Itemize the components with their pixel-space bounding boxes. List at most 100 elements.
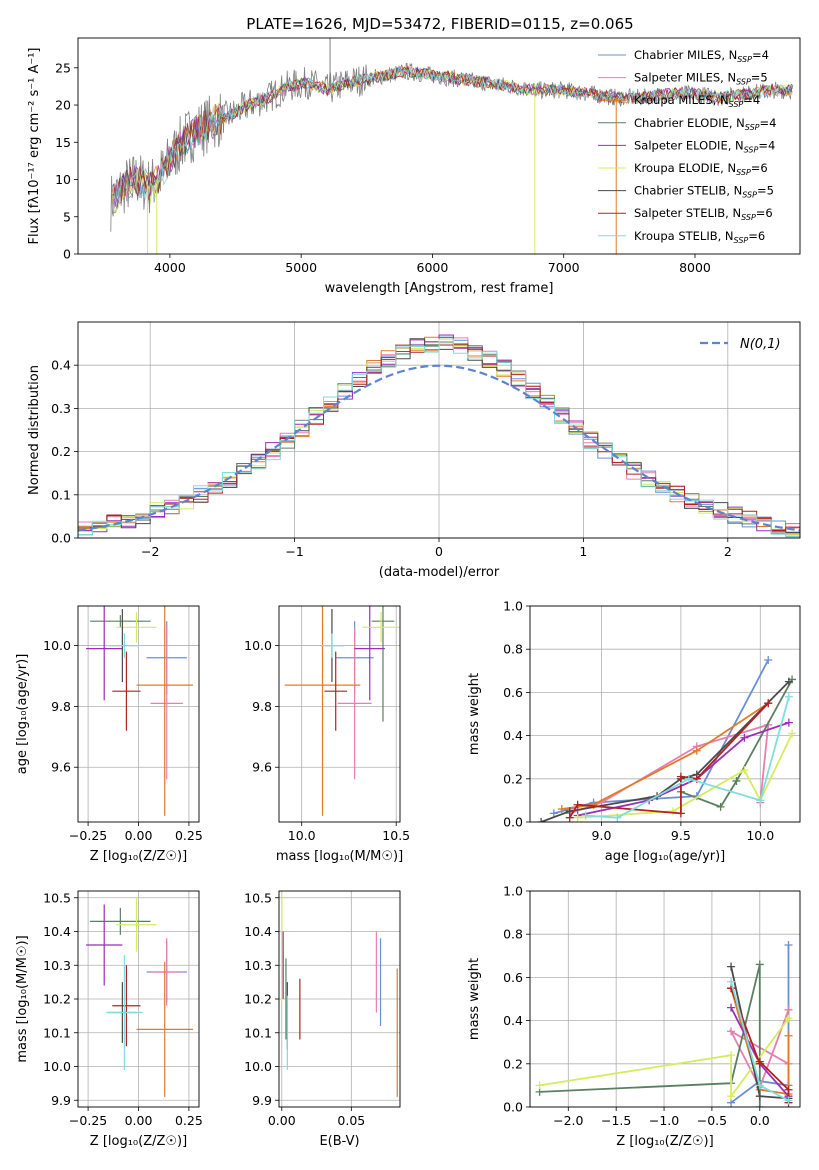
x-tick-label: 0.05	[337, 1113, 365, 1128]
data-point-marker	[784, 718, 793, 727]
data-point-marker	[784, 677, 793, 686]
x-tick-label: −1.5	[601, 1113, 631, 1128]
axes-frame	[77, 890, 200, 1108]
y-tick-label: 10.3	[244, 958, 272, 973]
plot-area	[110, 38, 794, 254]
y-axis-label: Flux [fλ10⁻¹⁷ erg cm⁻² s⁻¹ A⁻¹]	[27, 48, 42, 245]
panels: 4000 5000 6000 7000 80000510152025wavelength…	[15, 37, 801, 1149]
data-point-marker	[784, 941, 793, 949]
data-point-marker	[573, 813, 582, 822]
data-point-marker	[727, 1051, 736, 1060]
y-tick-label: 0.2	[503, 1056, 523, 1071]
y-tick-label: 0.4	[503, 728, 523, 743]
x-tick-label: 10.0	[746, 828, 774, 843]
panel-age_vs_Z: −0.25 0.00 0.25 9.6 9.8 10.0 Z [log₁₀(Z/Z☉)] ag…	[15, 605, 203, 864]
data-point-marker	[755, 1092, 764, 1101]
x-axis-label: E(B-V)	[319, 1134, 359, 1149]
y-tick-label: 10.2	[244, 992, 272, 1007]
panel-massweight_vs_age: 9.0 9.5 10.0 0.0 0.2 0.4 0.6 0.8 1.0 age [log₁₀(a…	[467, 599, 801, 864]
y-tick-label: 9.9	[252, 1093, 272, 1108]
data-point-marker	[788, 729, 797, 738]
y-tick-label: 10.5	[43, 890, 71, 905]
gridlines	[78, 891, 199, 1107]
mass-weight-line	[540, 680, 790, 822]
y-tick-label: 25	[55, 60, 71, 75]
y-tick-label: 10.1	[244, 1025, 272, 1040]
y-axis-label: mass weight	[467, 958, 482, 1040]
y-tick-label: 10.4	[43, 924, 71, 939]
panel-massweight_vs_Z: −2.0 −1.5 −1.0 −0.5 0.0 0.0 0.2 0.4 0.6 0.8 1.0 Z […	[467, 884, 801, 1149]
panel-mass_vs_ebv: 0.00 0.05 9.9 10.0 10.1 10.2 10.3 10.4 10.5 E(B-V…	[244, 890, 401, 1149]
axes-frame	[278, 605, 401, 823]
data-point-marker	[684, 774, 693, 783]
y-tick-label: 10.1	[43, 1025, 71, 1040]
data-point-marker	[764, 699, 773, 708]
y-tick-label: 0.4	[503, 1013, 523, 1028]
y-tick-label: 0.2	[51, 444, 71, 459]
y-tick-label: 10.4	[244, 924, 272, 939]
data-point-marker	[581, 811, 590, 820]
residual-legend: N(0,1)	[700, 337, 781, 352]
data-point-marker	[535, 1081, 544, 1090]
y-tick-label: 5	[63, 209, 71, 224]
data-point-marker	[557, 805, 566, 814]
legend-entry-label: Salpeter ELODIE, NSSP=4	[634, 138, 775, 154]
data-point-marker	[727, 977, 736, 986]
data-point-marker	[727, 962, 736, 971]
y-tick-label: 0.0	[51, 531, 71, 546]
data-point-marker	[727, 1092, 736, 1101]
x-axis-label: (data-model)/error	[379, 565, 500, 580]
legend-entry-label: Chabrier STELIB, NSSP=5	[634, 184, 774, 200]
x-tick-label: −2	[141, 544, 159, 559]
y-tick-label: 0.3	[51, 401, 71, 416]
x-tick-label: 4000	[154, 260, 186, 275]
model-spectrum-line	[111, 65, 793, 204]
x-tick-label: 5000	[285, 260, 317, 275]
y-tick-label: 20	[55, 98, 71, 113]
data-point-marker	[764, 656, 773, 664]
data-point-marker	[784, 692, 793, 701]
y-tick-label: 0.0	[503, 815, 523, 830]
legend-entry-label: Chabrier MILES, NSSP=4	[634, 48, 769, 64]
y-tick-label: 0.6	[503, 970, 523, 985]
y-tick-label: 0.1	[51, 487, 71, 502]
y-tick-label: 9.9	[51, 1093, 71, 1108]
data-point-marker	[565, 813, 574, 822]
x-axis-label: Z [log₁₀(Z/Z☉)]	[90, 1134, 187, 1149]
data-point-marker	[716, 802, 725, 811]
x-axis-label: age [log₁₀(age/yr)]	[605, 849, 726, 864]
x-tick-label: 6000	[417, 260, 449, 275]
x-tick-label: 0.25	[175, 1113, 203, 1128]
spectrum-legend: Chabrier MILES, NSSP=4 Salpeter MILES, NS…	[598, 48, 776, 245]
axes-frame	[77, 605, 200, 823]
y-tick-label: 10.3	[43, 958, 71, 973]
plot-area	[78, 334, 800, 538]
y-tick-label: 9.8	[252, 699, 272, 714]
normal-distribution-curve	[78, 364, 800, 532]
mass-weight-line	[568, 702, 769, 819]
data-point-marker	[692, 746, 701, 755]
data-point-marker	[537, 818, 546, 822]
plot-area	[284, 606, 400, 816]
x-tick-label: −2.0	[553, 1113, 583, 1128]
legend-entry-label: Chabrier ELODIE, NSSP=4	[634, 116, 776, 132]
data-point-marker	[784, 1096, 793, 1105]
panel-mass_vs_Z: −0.25 0.00 0.25 9.9 10.0 10.1 10.2 10.3 10.4 10.5…	[15, 890, 203, 1149]
y-tick-label: 9.6	[51, 760, 71, 775]
legend-entry-label: Kroupa MILES, NSSP=4	[634, 93, 760, 109]
data-point-marker	[784, 1085, 793, 1094]
mass-weight-line	[730, 987, 790, 1096]
data-point-marker	[549, 809, 558, 818]
data-point-marker	[676, 772, 685, 781]
x-tick-label: 0	[435, 544, 443, 559]
y-tick-label: 0.8	[503, 927, 523, 942]
figure-title: PLATE=1626, MJD=53472, FIBERID=0115, z=0…	[246, 15, 633, 33]
plot-area	[537, 656, 797, 822]
model-spectrum-line	[111, 65, 793, 203]
data-point-marker	[676, 809, 685, 818]
axes-frame	[77, 37, 801, 255]
data-point-marker	[573, 800, 582, 809]
plot-area	[535, 941, 793, 1107]
